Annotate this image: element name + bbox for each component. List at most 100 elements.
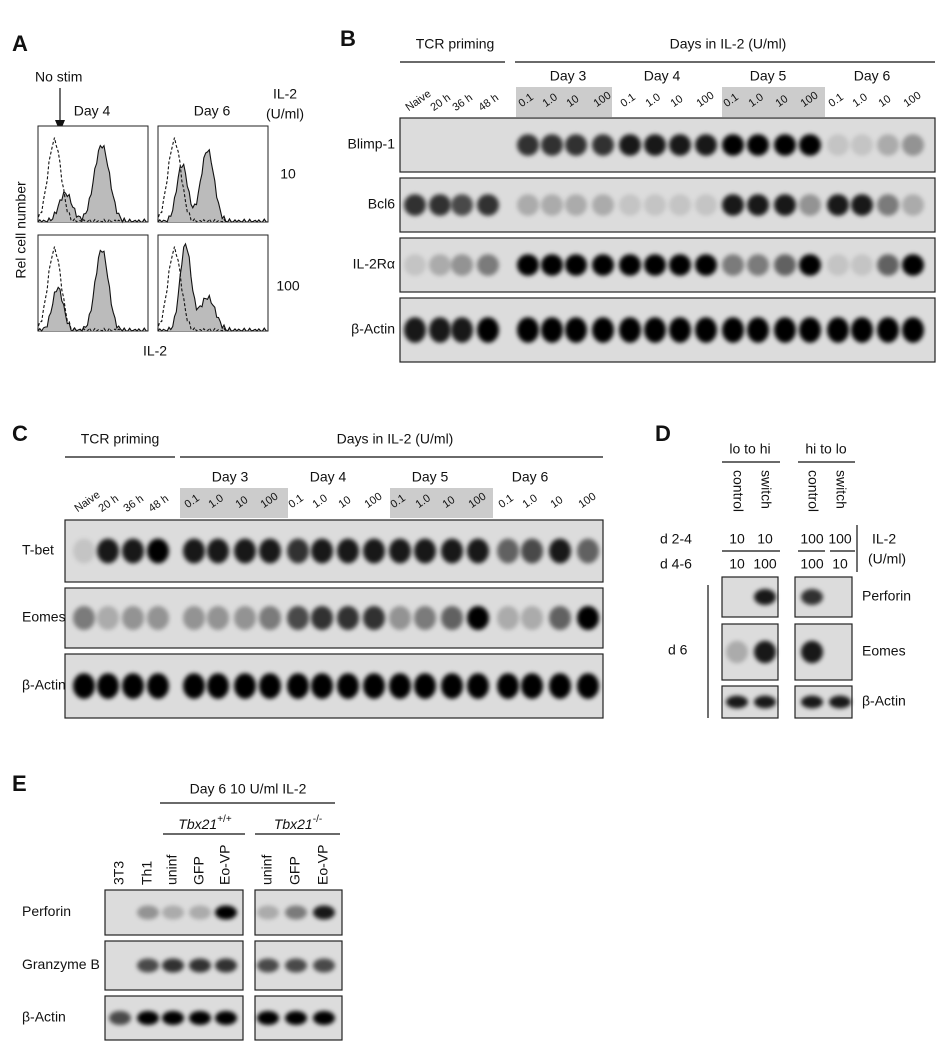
- group-title: Days in IL-2 (U/ml): [670, 36, 787, 52]
- lane-label: 10: [549, 494, 566, 511]
- panel-label: C: [12, 421, 28, 446]
- band: [695, 254, 717, 276]
- band: [467, 606, 489, 630]
- lane-label: 20 h: [429, 92, 453, 114]
- band: [722, 317, 744, 343]
- band: [695, 317, 717, 343]
- band: [747, 317, 769, 343]
- band: [215, 1011, 237, 1025]
- band: [97, 538, 119, 564]
- band: [877, 254, 899, 276]
- group-title: Days in IL-2 (U/ml): [337, 431, 454, 447]
- lane-label: 10: [234, 494, 251, 511]
- band: [162, 1011, 184, 1025]
- band: [669, 254, 691, 276]
- band: [363, 606, 385, 630]
- y-label: Rel cell number: [13, 181, 29, 279]
- band: [234, 606, 256, 630]
- lane-label: GFP: [287, 856, 303, 885]
- band: [363, 673, 385, 699]
- genotype: Tbx21+/+: [178, 814, 232, 832]
- blot-label: IL-2Rα: [353, 256, 395, 272]
- blot-label: β-Actin: [22, 1009, 66, 1025]
- blot-label: Eomes: [22, 609, 66, 625]
- band: [695, 134, 717, 156]
- band: [565, 134, 587, 156]
- lane-label: 1.0: [851, 91, 870, 110]
- band: [902, 134, 924, 156]
- group-label: lo to hi: [729, 441, 770, 457]
- row-label: 100: [276, 278, 300, 294]
- band: [829, 695, 851, 709]
- band: [257, 905, 279, 920]
- band: [801, 640, 823, 664]
- band: [147, 606, 169, 630]
- lane-label: 10: [669, 93, 686, 110]
- histogram-unstim: [157, 137, 268, 223]
- band: [189, 1011, 211, 1025]
- band: [189, 958, 211, 973]
- blot-label: β-Actin: [351, 321, 395, 337]
- band: [801, 589, 823, 605]
- band: [774, 254, 796, 276]
- band: [451, 254, 473, 276]
- band: [799, 317, 821, 343]
- lane-label: Eo-VP: [217, 845, 233, 885]
- band: [517, 254, 539, 276]
- band: [799, 254, 821, 276]
- band: [521, 538, 543, 564]
- band: [404, 194, 426, 216]
- dose-label: 10: [729, 531, 745, 547]
- band: [97, 673, 119, 699]
- band: [592, 134, 614, 156]
- band: [189, 905, 211, 920]
- band: [565, 317, 587, 343]
- band: [695, 194, 717, 216]
- band: [549, 673, 571, 699]
- band: [592, 194, 614, 216]
- band: [619, 194, 641, 216]
- lane-label: Eo-VP: [315, 845, 331, 885]
- blot-label: Perforin: [862, 588, 911, 604]
- lane-label: control: [730, 470, 746, 512]
- time-label: d 6: [668, 642, 688, 658]
- band: [801, 695, 823, 709]
- band: [109, 1011, 131, 1025]
- day-label: Day 3: [212, 469, 249, 485]
- band: [477, 317, 499, 343]
- band: [183, 538, 205, 564]
- blot-label: Granzyme B: [22, 956, 100, 972]
- band: [137, 1011, 159, 1025]
- band: [285, 958, 307, 973]
- band: [827, 317, 849, 343]
- band: [183, 606, 205, 630]
- band: [722, 254, 744, 276]
- dose-label: 10: [757, 531, 773, 547]
- band: [414, 606, 436, 630]
- band: [619, 134, 641, 156]
- band: [429, 254, 451, 276]
- group-label: hi to lo: [805, 441, 846, 457]
- band: [851, 194, 873, 216]
- group-title: TCR priming: [416, 36, 495, 52]
- band: [467, 538, 489, 564]
- band: [311, 538, 333, 564]
- lane-label: switch: [758, 470, 774, 509]
- band: [902, 254, 924, 276]
- lane-label: Th1: [139, 861, 155, 885]
- band: [313, 905, 335, 920]
- lane-label: 48 h: [147, 493, 171, 515]
- shade: [722, 87, 825, 117]
- band: [311, 673, 333, 699]
- band: [285, 905, 307, 920]
- band: [669, 134, 691, 156]
- lane-label: 36 h: [122, 493, 146, 515]
- lane-label: 0.1: [497, 492, 516, 511]
- band: [902, 317, 924, 343]
- band: [162, 905, 184, 920]
- band: [337, 538, 359, 564]
- band: [577, 538, 599, 564]
- column-label: Day 6: [194, 103, 231, 119]
- band: [754, 695, 776, 709]
- band: [521, 606, 543, 630]
